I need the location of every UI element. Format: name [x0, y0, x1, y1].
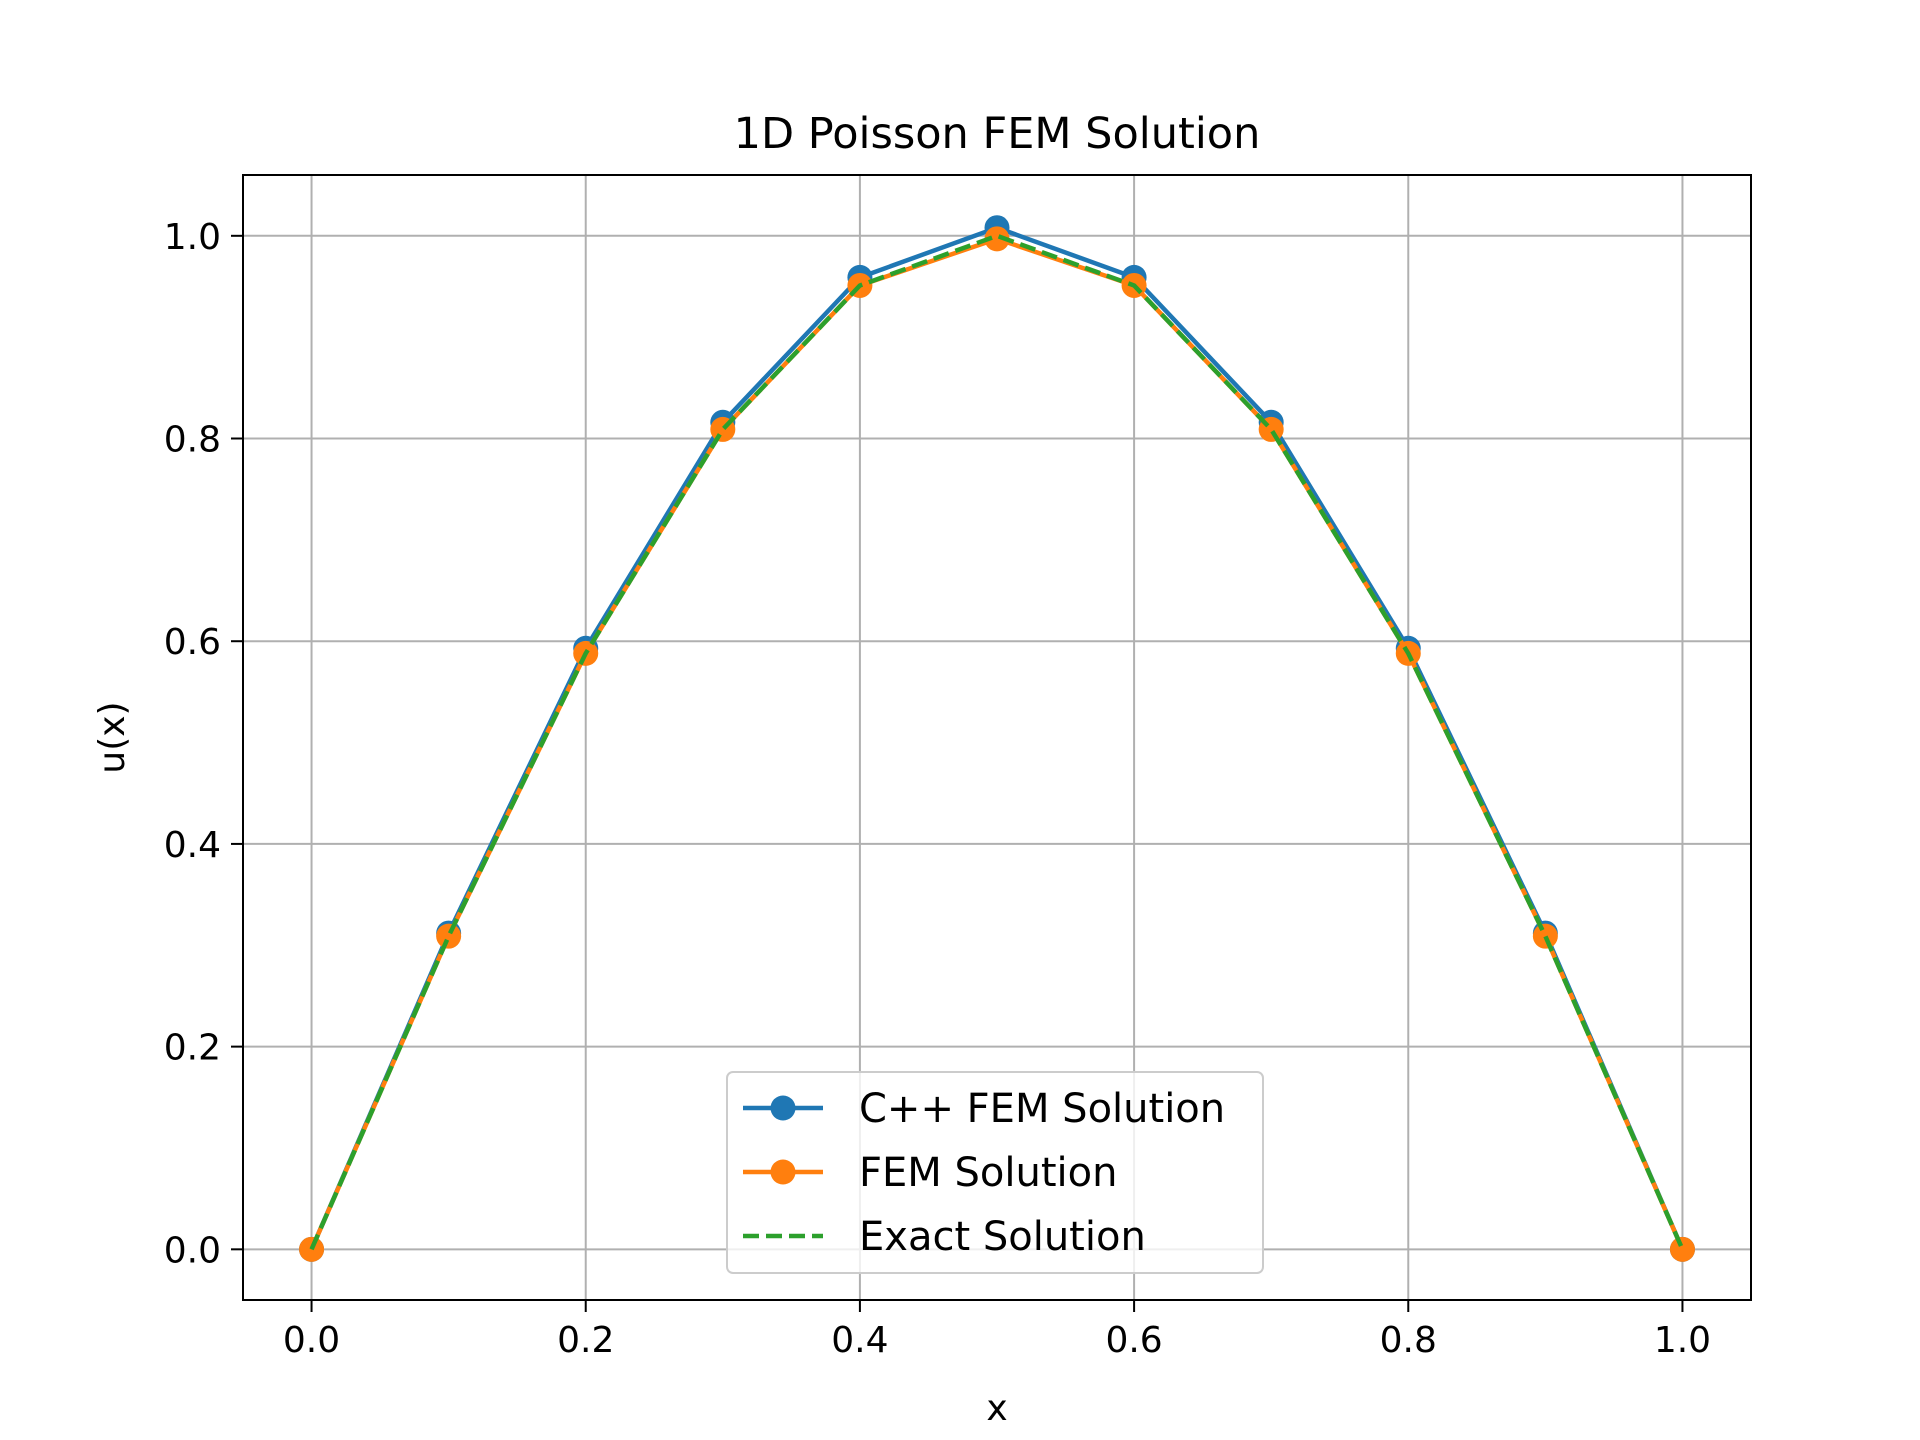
- data-point: [436, 923, 462, 949]
- data-point: [1669, 1236, 1695, 1262]
- y-tick-label: 0.0: [164, 1230, 221, 1271]
- x-tick-label: 0.6: [1105, 1320, 1162, 1361]
- x-axis-label: x: [986, 1388, 1007, 1429]
- legend-label: C++ FEM Solution: [859, 1086, 1225, 1132]
- series-layer: [299, 215, 1695, 1262]
- y-tick-label: 1.0: [164, 217, 221, 258]
- x-tick-label: 0.8: [1380, 1320, 1437, 1361]
- y-tick-label: 0.8: [164, 420, 221, 461]
- y-axis-label: u(x): [92, 701, 133, 773]
- x-tick-label: 0.4: [831, 1320, 888, 1361]
- legend-marker: [770, 1095, 796, 1121]
- chart-title: 1D Poisson FEM Solution: [734, 109, 1261, 159]
- x-tick-label: 1.0: [1654, 1320, 1711, 1361]
- legend-label: Exact Solution: [859, 1214, 1146, 1260]
- x-tick-label: 0.0: [283, 1320, 340, 1361]
- legend-box: [726, 1071, 1264, 1274]
- x-tick-label: 0.2: [557, 1320, 614, 1361]
- legend-marker: [770, 1159, 796, 1185]
- y-tick-label: 0.4: [164, 825, 221, 866]
- y-tick-label: 0.2: [164, 1028, 221, 1069]
- data-point: [1532, 923, 1558, 949]
- legend-label: FEM Solution: [859, 1150, 1117, 1196]
- plot-frame: [242, 174, 1752, 1301]
- data-point: [984, 226, 1010, 252]
- y-tick-label: 0.6: [164, 622, 221, 663]
- ticks: 0.0 0.2 0.4 0.6 0.8 1.0 0.0 0.2 0.4 0.6 0.8 1.0: [164, 217, 1711, 1361]
- legend: C++ FEM Solution FEM Solution Exact Soluti…: [726, 1071, 1264, 1274]
